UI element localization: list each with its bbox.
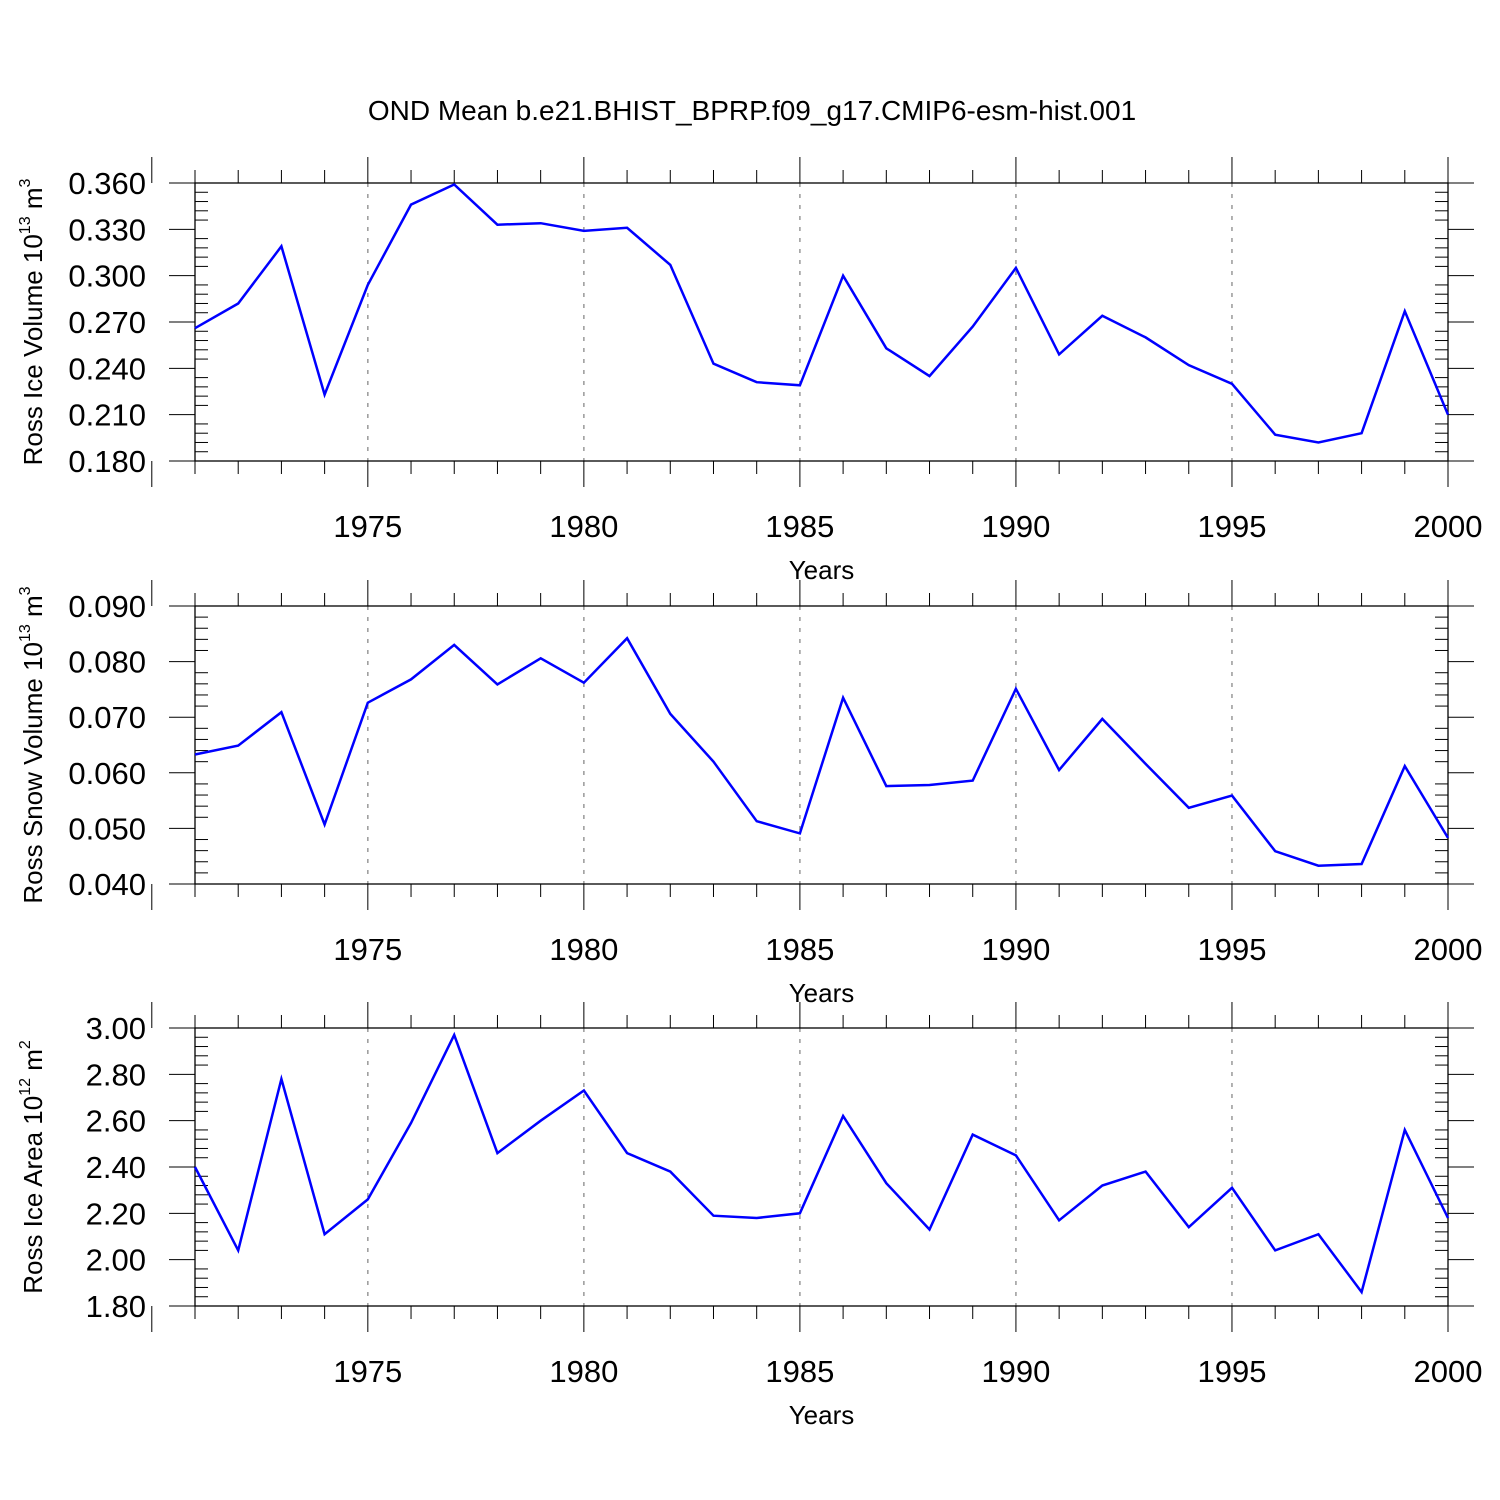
y-tick-label: 0.240 xyxy=(68,351,146,386)
y-tick-label: 0.180 xyxy=(68,444,146,479)
x-tick-label: 1985 xyxy=(765,509,834,544)
figure-title: OND Mean b.e21.BHIST_BPRP.f09_g17.CMIP6-… xyxy=(368,95,1136,126)
y-tick-label: 2.20 xyxy=(86,1196,146,1231)
panel-1: 0.180 0.210 0.240 0.270 0.300 0.330 0.360 1975 1… xyxy=(17,157,1482,585)
x-tick-label: 1990 xyxy=(981,1354,1050,1389)
x-tick-label: 1975 xyxy=(333,509,402,544)
y-tick-label: 0.300 xyxy=(68,259,146,294)
x-tick-label: 1995 xyxy=(1197,932,1266,967)
y-axis-label-unit-exponent: 3 xyxy=(17,586,34,595)
x-tick-label: 1990 xyxy=(981,932,1050,967)
y-tick-label: 0.070 xyxy=(68,700,146,735)
y-axis-label-text: Ross Ice Area 10 xyxy=(18,1096,48,1294)
x-tick-label: 1985 xyxy=(765,932,834,967)
x-tick-label: 1980 xyxy=(549,1354,618,1389)
y-tick-label: 0.210 xyxy=(68,398,146,433)
y-axis-label-exponent: 12 xyxy=(17,1078,34,1096)
x-tick-label: 1995 xyxy=(1197,1354,1266,1389)
y-axis-label-exponent: 13 xyxy=(17,216,34,234)
y-axis-label-unit: m xyxy=(18,187,48,216)
y-tick-label: 0.360 xyxy=(68,166,146,201)
y-tick-label: 2.40 xyxy=(86,1150,146,1185)
y-axis-label-unit: m xyxy=(18,595,48,624)
y-axis-label-unit-exponent: 3 xyxy=(17,178,34,187)
panel-3: 1.80 2.00 2.20 2.40 2.60 2.80 3.00 1975 1980 1985… xyxy=(17,1002,1482,1430)
y-axis-label: Ross Ice Area 1012 m2 xyxy=(17,1040,48,1294)
y-axis-label-unit-exponent: 2 xyxy=(17,1040,34,1049)
series-line-1 xyxy=(194,636,1450,867)
y-tick-label: 0.060 xyxy=(68,756,146,791)
y-tick-label: 0.270 xyxy=(68,305,146,340)
x-tick-label: 1990 xyxy=(981,509,1050,544)
y-tick-label: 0.080 xyxy=(68,645,146,680)
y-tick-label: 2.80 xyxy=(86,1057,146,1092)
y-tick-label: 0.040 xyxy=(68,867,146,902)
x-tick-label: 2000 xyxy=(1414,509,1483,544)
x-tick-label: 1995 xyxy=(1197,509,1266,544)
y-axis-label-unit: m xyxy=(18,1049,48,1078)
x-axis-label: Years xyxy=(789,555,855,585)
y-axis-label: Ross Ice Volume 1013 m3 xyxy=(17,178,48,465)
x-tick-label: 1980 xyxy=(549,509,618,544)
x-axis-label: Years xyxy=(789,1400,855,1430)
x-tick-label: 1975 xyxy=(333,1354,402,1389)
x-tick-label: 2000 xyxy=(1414,932,1483,967)
series-line-1 xyxy=(193,1031,1450,1295)
plot-frame xyxy=(194,605,1449,885)
x-axis-label: Years xyxy=(789,978,855,1008)
y-tick-label: 2.00 xyxy=(86,1243,146,1278)
y-tick-label: 0.050 xyxy=(68,811,146,846)
y-axis-label-exponent: 13 xyxy=(17,624,34,642)
y-tick-label: 0.090 xyxy=(68,589,146,624)
x-tick-label: 1980 xyxy=(549,932,618,967)
y-tick-label: 3.00 xyxy=(86,1011,146,1046)
y-tick-label: 2.60 xyxy=(86,1104,146,1139)
y-axis-label-text: Ross Ice Volume 10 xyxy=(18,234,48,465)
y-tick-label: 1.80 xyxy=(86,1289,146,1324)
series-line-1 xyxy=(194,183,1450,444)
panel-2: 0.040 0.050 0.060 0.070 0.080 0.090 1975 1980 19… xyxy=(17,580,1482,1008)
y-axis-label-text: Ross Snow Volume 10 xyxy=(18,642,48,904)
y-axis-label: Ross Snow Volume 1013 m3 xyxy=(17,586,48,903)
y-tick-label: 0.330 xyxy=(68,212,146,247)
x-tick-label: 1985 xyxy=(765,1354,834,1389)
x-tick-label: 2000 xyxy=(1414,1354,1483,1389)
x-tick-label: 1975 xyxy=(333,932,402,967)
